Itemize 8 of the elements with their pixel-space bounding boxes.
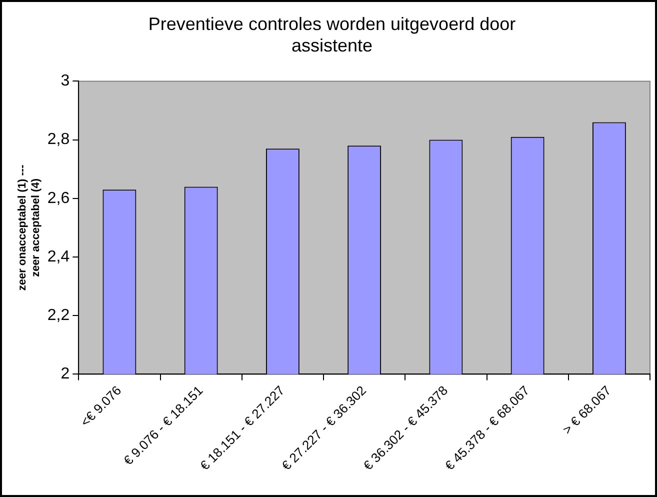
y-tick-label: 3 — [60, 72, 70, 90]
y-tick-label: 2 — [60, 366, 70, 383]
y-tick-label: 2,6 — [47, 190, 70, 207]
y-tick-label: 2,8 — [47, 131, 70, 148]
y-tick-label: 2,4 — [47, 248, 70, 266]
chart-title: Preventieve controles worden uitgevoerd door assistente — [148, 14, 516, 56]
y-axis-title: zeer onacceptabel (1) --- zeer acceptabel (4) — [16, 164, 42, 291]
y-tick-label: 2,2 — [47, 307, 70, 324]
